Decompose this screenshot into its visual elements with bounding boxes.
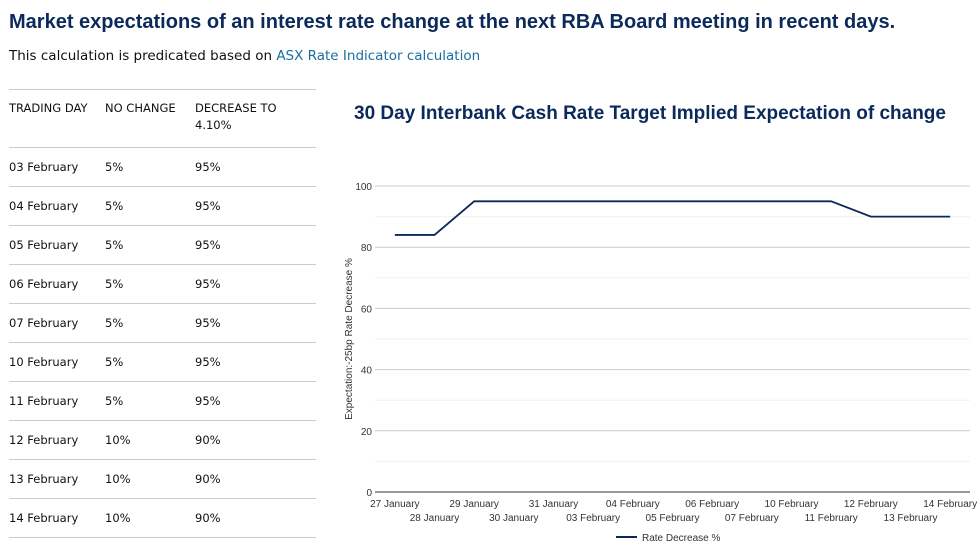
cell-decrease: 90% (195, 459, 316, 499)
y-tick-label: 100 (355, 182, 372, 193)
cell-no-change: 5% (105, 147, 195, 187)
y-tick-label: 80 (361, 243, 373, 254)
x-tick-label: 30 January (489, 513, 538, 524)
cell-day: 05 February (9, 225, 105, 265)
y-tick-label: 40 (361, 366, 373, 377)
table-row: 13 February 10% 90% (9, 459, 316, 499)
x-tick-label: 05 February (646, 513, 700, 524)
table-row: 12 February 10% 90% (9, 420, 316, 460)
cell-day: 14 February (9, 498, 105, 538)
header-no-change: NO CHANGE (105, 89, 195, 148)
intro-text: This calculation is predicated based on … (9, 48, 480, 64)
table-row: 06 February 5% 95% (9, 264, 316, 304)
y-tick-label: 0 (366, 488, 372, 499)
cell-day: 12 February (9, 420, 105, 460)
table-row: 07 February 5% 95% (9, 303, 316, 343)
cell-no-change: 10% (105, 459, 195, 499)
x-tick-label: 06 February (685, 499, 739, 510)
cell-no-change: 5% (105, 264, 195, 304)
table-row: 10 February 5% 95% (9, 342, 316, 382)
cell-decrease: 95% (195, 264, 316, 304)
x-tick-label: 28 January (410, 513, 459, 524)
cell-decrease: 90% (195, 420, 316, 460)
table-row: 03 February 5% 95% (9, 147, 316, 187)
x-tick-label: 10 February (765, 499, 819, 510)
x-tick-label: 07 February (725, 513, 779, 524)
cell-day: 10 February (9, 342, 105, 382)
expectations-table: TRADING DAY NO CHANGE DECREASE TO 4.10% … (9, 89, 316, 538)
table-row: 05 February 5% 95% (9, 225, 316, 265)
x-tick-label: 03 February (566, 513, 620, 524)
cell-no-change: 5% (105, 225, 195, 265)
cell-decrease: 95% (195, 381, 316, 421)
cell-decrease: 95% (195, 147, 316, 187)
intro-label: This calculation is predicated based on (9, 48, 277, 64)
cell-day: 13 February (9, 459, 105, 499)
header-trading-day: TRADING DAY (9, 89, 105, 148)
table-row: 11 February 5% 95% (9, 381, 316, 421)
cell-decrease: 90% (195, 498, 316, 538)
x-tick-label: 31 January (529, 499, 578, 510)
cell-no-change: 5% (105, 303, 195, 343)
cell-day: 03 February (9, 147, 105, 187)
y-tick-label: 60 (361, 304, 373, 315)
cell-day: 11 February (9, 381, 105, 421)
cell-decrease: 95% (195, 342, 316, 382)
x-tick-label: 14 February (923, 499, 977, 510)
x-tick-label: 29 January (449, 499, 498, 510)
chart-title: 30 Day Interbank Cash Rate Target Implie… (354, 103, 946, 124)
x-tick-label: 13 February (884, 513, 938, 524)
cell-no-change: 10% (105, 420, 195, 460)
series-line (394, 200, 951, 236)
cell-decrease: 95% (195, 225, 316, 265)
table-row: 04 February 5% 95% (9, 186, 316, 226)
table-row: 14 February 10% 90% (9, 498, 316, 538)
cell-no-change: 5% (105, 381, 195, 421)
y-tick-label: 20 (361, 427, 373, 438)
page-heading: Market expectations of an interest rate … (9, 11, 896, 33)
x-tick-label: 11 February (805, 513, 858, 524)
x-tick-label: 27 January (370, 499, 419, 510)
header-decrease: DECREASE TO 4.10% (195, 89, 316, 148)
cell-day: 06 February (9, 264, 105, 304)
cell-no-change: 10% (105, 498, 195, 538)
y-axis-label: Expectation:-25bp Rate Decrease % (344, 258, 355, 420)
cell-no-change: 5% (105, 186, 195, 226)
cell-no-change: 5% (105, 342, 195, 382)
x-tick-label: 04 February (606, 499, 660, 510)
cell-decrease: 95% (195, 186, 316, 226)
cell-day: 04 February (9, 186, 105, 226)
legend-label: Rate Decrease % (642, 533, 720, 544)
cell-day: 07 February (9, 303, 105, 343)
asx-rate-indicator-link[interactable]: ASX Rate Indicator calculation (276, 48, 481, 64)
x-tick-label: 12 February (844, 499, 898, 510)
cell-decrease: 95% (195, 303, 316, 343)
